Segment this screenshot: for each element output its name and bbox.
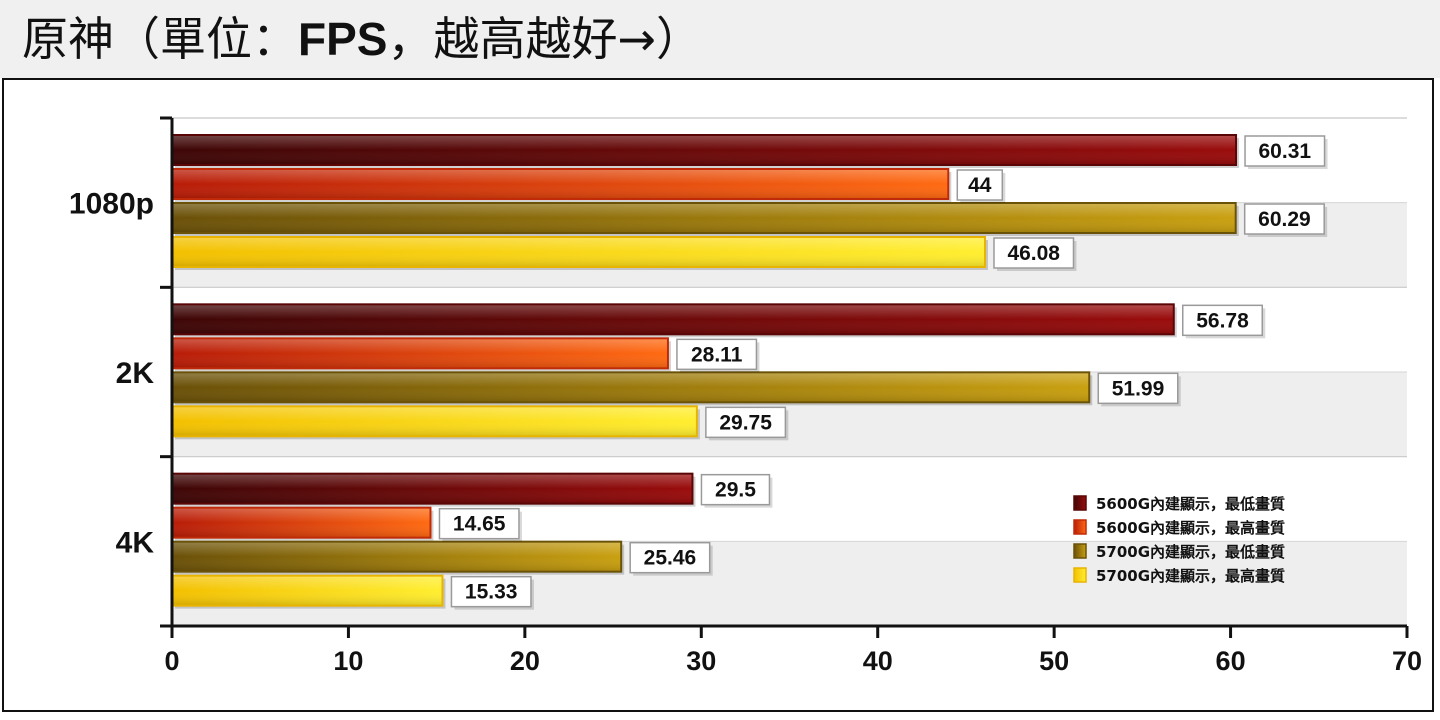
- legend-label: 5600G內建顯示，最高畫質: [1096, 519, 1285, 537]
- chart-title: 原神（單位：FPS，越高越好→）: [22, 6, 702, 72]
- data-label: 15.33: [465, 581, 518, 604]
- chart-frame: 60.31 56.78 29.5 44 28.11 14.65 60.29 51.99 25.4…: [2, 78, 1434, 712]
- data-label: 60.31: [1259, 140, 1312, 163]
- category-label: 4K: [116, 526, 155, 559]
- bar-sheen: [173, 305, 1173, 334]
- legend-label: 5700G內建顯示，最低畫質: [1096, 543, 1285, 561]
- title-unit: FPS: [298, 13, 388, 65]
- bar-sheen: [173, 542, 621, 571]
- x-tick-label: 60: [1216, 646, 1246, 676]
- category-label: 2K: [116, 357, 155, 390]
- data-label-box: [676, 338, 758, 371]
- data-label: 14.65: [453, 513, 506, 536]
- legend-swatch: [1073, 567, 1087, 583]
- x-tick-label: 70: [1392, 646, 1422, 676]
- bar-sheen: [173, 136, 1236, 164]
- data-label-box: [956, 169, 1004, 201]
- data-label: 51.99: [1112, 377, 1165, 400]
- x-tick-label: 50: [1039, 646, 1069, 676]
- bar-chart: 60.31 56.78 29.5 44 28.11 14.65 60.29 51.99 25.4…: [69, 116, 1422, 676]
- bar-sheen: [173, 373, 1089, 402]
- data-label-box: [1244, 135, 1326, 167]
- legend-label: 5600G內建顯示，最低畫質: [1096, 495, 1285, 513]
- bar-sheen: [173, 238, 984, 266]
- x-tick-label: 10: [333, 646, 363, 676]
- title-bar: 原神（單位：FPS，越高越好→）: [0, 0, 1440, 78]
- data-label: 29.5: [715, 479, 756, 502]
- data-label-box: [705, 406, 787, 439]
- bar-sheen: [173, 407, 696, 436]
- data-label: 25.46: [644, 547, 697, 570]
- data-label-box: [438, 507, 520, 540]
- bar-sheen: [173, 204, 1235, 232]
- bar-sheen: [173, 508, 430, 537]
- legend-swatch: [1073, 519, 1087, 535]
- data-label-box: [629, 541, 711, 574]
- legend-swatch: [1073, 543, 1087, 559]
- title-suffix: ，越高越好→）: [387, 12, 703, 66]
- x-tick-label: 20: [510, 646, 540, 676]
- data-label-box: [1243, 203, 1325, 235]
- x-tick-label: 30: [686, 646, 716, 676]
- bar-sheen: [173, 576, 442, 605]
- data-label-box: [993, 237, 1075, 269]
- data-label-box: [1182, 304, 1264, 337]
- data-label: 29.75: [719, 411, 772, 434]
- title-prefix: 原神（單位：: [22, 12, 298, 66]
- data-label: 56.78: [1196, 309, 1249, 332]
- bar-sheen: [173, 170, 948, 198]
- data-label-box: [1097, 372, 1179, 405]
- data-label-box: [450, 575, 532, 608]
- bar-sheen: [173, 339, 667, 368]
- legend-label: 5700G內建顯示，最高畫質: [1096, 567, 1285, 585]
- data-label: 28.11: [691, 343, 743, 366]
- data-label: 60.29: [1258, 208, 1311, 231]
- legend-swatch: [1073, 495, 1087, 511]
- data-label-box: [700, 473, 771, 506]
- category-label: 1080p: [69, 188, 154, 221]
- x-tick-label: 40: [863, 646, 893, 676]
- data-label: 46.08: [1007, 242, 1060, 265]
- data-label: 44: [968, 174, 992, 197]
- bar-sheen: [173, 474, 692, 503]
- x-tick-label: 0: [164, 646, 179, 676]
